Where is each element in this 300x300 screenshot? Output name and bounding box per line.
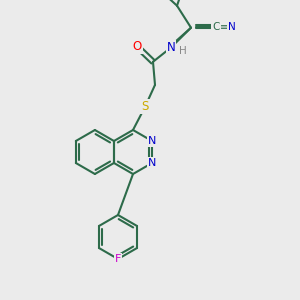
Text: S: S: [141, 100, 149, 113]
Text: N: N: [228, 22, 236, 32]
Text: F: F: [115, 254, 121, 264]
Text: ≡: ≡: [220, 22, 228, 32]
Text: N: N: [167, 41, 176, 54]
Text: N: N: [148, 158, 156, 168]
Text: C: C: [212, 22, 219, 32]
Text: N: N: [148, 136, 156, 146]
Text: H: H: [179, 46, 187, 56]
Text: O: O: [132, 40, 142, 53]
